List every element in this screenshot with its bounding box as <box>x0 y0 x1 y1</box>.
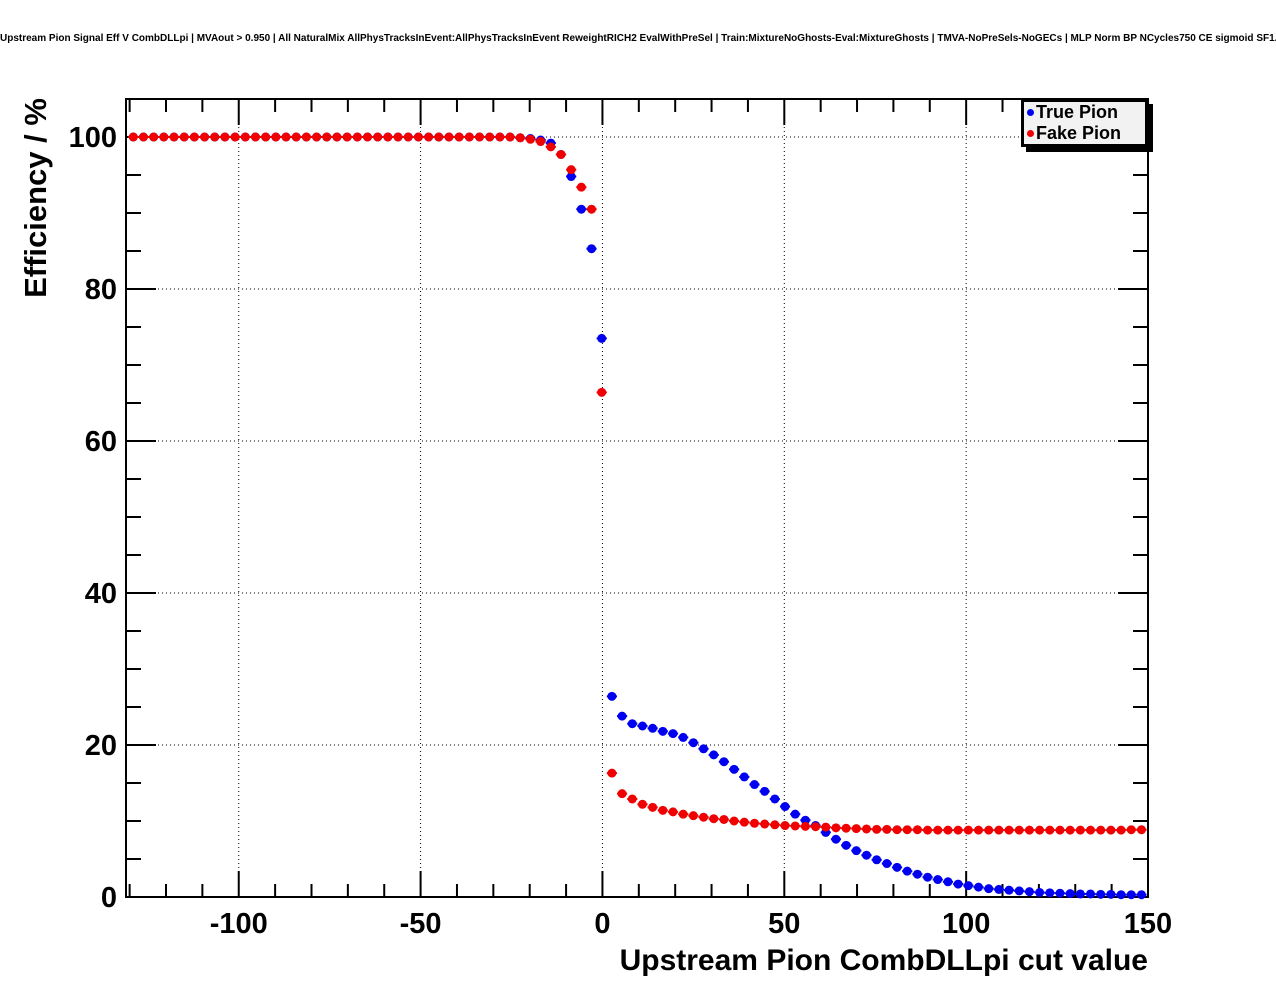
fake-pion-marker-icon <box>1027 130 1034 137</box>
svg-text:100: 100 <box>942 908 990 940</box>
true-pion-marker-icon <box>1027 109 1034 116</box>
x-tick-labels: -100 -50 0 50 100 150 <box>210 908 1172 940</box>
legend-label: True Pion <box>1036 102 1119 122</box>
y-tick-labels: 0 20 40 60 80 100 <box>69 122 117 914</box>
x-axis-title: Upstream Pion CombDLLpi cut value <box>619 944 1148 977</box>
legend: True Pion Fake Pion <box>1021 99 1148 147</box>
axis-ticks <box>126 99 1149 897</box>
y-axis-title: Efficiency / % <box>18 98 53 298</box>
svg-text:0: 0 <box>101 882 117 914</box>
series-fake-pion <box>128 132 1147 835</box>
svg-text:60: 60 <box>85 426 117 458</box>
gridlines <box>126 99 1148 897</box>
svg-text:40: 40 <box>85 578 117 610</box>
svg-text:100: 100 <box>69 122 117 154</box>
legend-entry-fake-pion: Fake Pion <box>1024 123 1145 144</box>
svg-text:20: 20 <box>85 730 117 762</box>
plot-frame <box>125 98 1149 898</box>
legend-entry-true-pion: True Pion <box>1024 102 1145 123</box>
svg-text:-100: -100 <box>210 908 268 940</box>
plot-title: Upstream Pion Signal Eff V CombDLLpi | M… <box>0 33 1276 44</box>
series-true-pion <box>128 132 1147 900</box>
svg-text:150: 150 <box>1124 908 1172 940</box>
svg-text:0: 0 <box>594 908 610 940</box>
svg-text:50: 50 <box>768 908 800 940</box>
svg-text:80: 80 <box>85 274 117 306</box>
svg-text:-50: -50 <box>400 908 442 940</box>
legend-label: Fake Pion <box>1036 123 1122 143</box>
